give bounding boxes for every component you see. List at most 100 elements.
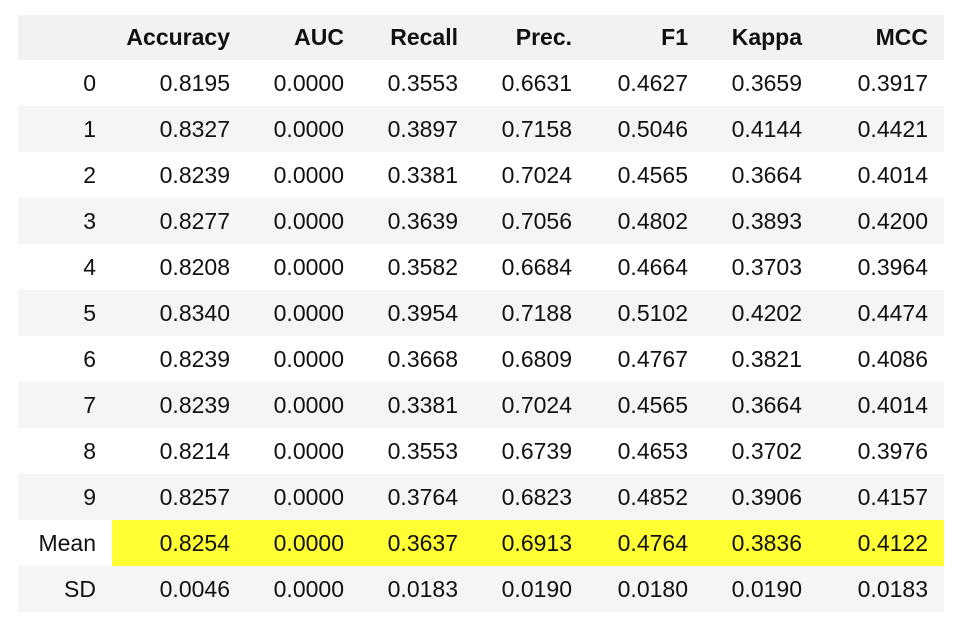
header-kappa: Kappa — [704, 15, 818, 60]
cell-recall: 0.3553 — [360, 60, 474, 106]
cell-precision: 0.7024 — [474, 382, 588, 428]
results-table-container: Accuracy AUC Recall Prec. F1 Kappa MCC 0… — [18, 15, 944, 612]
cv-results-table: Accuracy AUC Recall Prec. F1 Kappa MCC 0… — [18, 15, 944, 612]
cell-precision: 0.7056 — [474, 198, 588, 244]
cell-recall: 0.3668 — [360, 336, 474, 382]
cell-accuracy: 0.8208 — [112, 244, 246, 290]
cell-kappa: 0.3664 — [704, 382, 818, 428]
table-row: 9 0.8257 0.0000 0.3764 0.6823 0.4852 0.3906 0.4… — [18, 474, 944, 520]
table-row: 4 0.8208 0.0000 0.3582 0.6684 0.4664 0.3703 0.3… — [18, 244, 944, 290]
cell-kappa: 0.3906 — [704, 474, 818, 520]
cell-recall: 0.3764 — [360, 474, 474, 520]
row-index: 4 — [18, 244, 112, 290]
cell-f1: 0.4653 — [588, 428, 704, 474]
cell-auc: 0.0000 — [246, 382, 360, 428]
cell-recall: 0.0183 — [360, 566, 474, 612]
cell-kappa: 0.3664 — [704, 152, 818, 198]
cell-accuracy: 0.8239 — [112, 336, 246, 382]
cell-precision: 0.6913 — [474, 520, 588, 566]
cell-f1: 0.5046 — [588, 106, 704, 152]
row-index: 3 — [18, 198, 112, 244]
row-index: 5 — [18, 290, 112, 336]
cell-kappa: 0.3893 — [704, 198, 818, 244]
cell-precision: 0.6739 — [474, 428, 588, 474]
cell-mcc: 0.4122 — [818, 520, 944, 566]
cell-recall: 0.3897 — [360, 106, 474, 152]
cell-f1: 0.4565 — [588, 382, 704, 428]
cell-mcc: 0.4014 — [818, 382, 944, 428]
cell-f1: 0.4664 — [588, 244, 704, 290]
table-row: Mean 0.8254 0.0000 0.3637 0.6913 0.4764 0.3836… — [18, 520, 944, 566]
cell-recall: 0.3381 — [360, 382, 474, 428]
cell-kappa: 0.3836 — [704, 520, 818, 566]
cell-kappa: 0.4202 — [704, 290, 818, 336]
cell-accuracy: 0.8327 — [112, 106, 246, 152]
cell-precision: 0.6631 — [474, 60, 588, 106]
cell-accuracy: 0.8195 — [112, 60, 246, 106]
cell-auc: 0.0000 — [246, 106, 360, 152]
row-index: 0 — [18, 60, 112, 106]
cell-f1: 0.4565 — [588, 152, 704, 198]
cell-auc: 0.0000 — [246, 474, 360, 520]
cell-precision: 0.6684 — [474, 244, 588, 290]
cell-mcc: 0.3976 — [818, 428, 944, 474]
cell-accuracy: 0.8257 — [112, 474, 246, 520]
header-index — [18, 15, 112, 60]
table-header: Accuracy AUC Recall Prec. F1 Kappa MCC — [18, 15, 944, 60]
row-index: 2 — [18, 152, 112, 198]
header-auc: AUC — [246, 15, 360, 60]
cell-auc: 0.0000 — [246, 520, 360, 566]
table-row: 8 0.8214 0.0000 0.3553 0.6739 0.4653 0.3702 0.3… — [18, 428, 944, 474]
cell-accuracy: 0.8214 — [112, 428, 246, 474]
table-row: 5 0.8340 0.0000 0.3954 0.7188 0.5102 0.4202 0.4… — [18, 290, 944, 336]
cell-precision: 0.0190 — [474, 566, 588, 612]
cell-recall: 0.3582 — [360, 244, 474, 290]
table-row: 2 0.8239 0.0000 0.3381 0.7024 0.4565 0.3664 0.4… — [18, 152, 944, 198]
header-accuracy: Accuracy — [112, 15, 246, 60]
cell-precision: 0.7024 — [474, 152, 588, 198]
cell-kappa: 0.3703 — [704, 244, 818, 290]
table-row: 1 0.8327 0.0000 0.3897 0.7158 0.5046 0.4144 0.4… — [18, 106, 944, 152]
cell-kappa: 0.3821 — [704, 336, 818, 382]
cell-auc: 0.0000 — [246, 152, 360, 198]
cell-auc: 0.0000 — [246, 198, 360, 244]
cell-mcc: 0.4086 — [818, 336, 944, 382]
row-index: 8 — [18, 428, 112, 474]
cell-accuracy: 0.8254 — [112, 520, 246, 566]
cell-mcc: 0.0183 — [818, 566, 944, 612]
header-mcc: MCC — [818, 15, 944, 60]
cell-f1: 0.4767 — [588, 336, 704, 382]
cell-accuracy: 0.8277 — [112, 198, 246, 244]
cell-f1: 0.4802 — [588, 198, 704, 244]
row-index: Mean — [18, 520, 112, 566]
cell-accuracy: 0.0046 — [112, 566, 246, 612]
cell-mcc: 0.3964 — [818, 244, 944, 290]
cell-accuracy: 0.8239 — [112, 152, 246, 198]
row-index: SD — [18, 566, 112, 612]
cell-recall: 0.3553 — [360, 428, 474, 474]
cell-kappa: 0.3702 — [704, 428, 818, 474]
cell-precision: 0.6809 — [474, 336, 588, 382]
row-index: 7 — [18, 382, 112, 428]
cell-precision: 0.6823 — [474, 474, 588, 520]
cell-f1: 0.4764 — [588, 520, 704, 566]
table-row: 6 0.8239 0.0000 0.3668 0.6809 0.4767 0.3821 0.4… — [18, 336, 944, 382]
cell-mcc: 0.4014 — [818, 152, 944, 198]
header-recall: Recall — [360, 15, 474, 60]
cell-f1: 0.4627 — [588, 60, 704, 106]
table-row: SD 0.0046 0.0000 0.0183 0.0190 0.0180 0.0190 0.… — [18, 566, 944, 612]
cell-precision: 0.7158 — [474, 106, 588, 152]
cell-f1: 0.5102 — [588, 290, 704, 336]
cell-recall: 0.3954 — [360, 290, 474, 336]
row-index: 6 — [18, 336, 112, 382]
table-row: 0 0.8195 0.0000 0.3553 0.6631 0.4627 0.3659 0.3… — [18, 60, 944, 106]
cell-recall: 0.3381 — [360, 152, 474, 198]
cell-recall: 0.3637 — [360, 520, 474, 566]
row-index: 1 — [18, 106, 112, 152]
cell-mcc: 0.4200 — [818, 198, 944, 244]
cell-kappa: 0.4144 — [704, 106, 818, 152]
cell-mcc: 0.4421 — [818, 106, 944, 152]
table-row: 7 0.8239 0.0000 0.3381 0.7024 0.4565 0.3664 0.4… — [18, 382, 944, 428]
header-row: Accuracy AUC Recall Prec. F1 Kappa MCC — [18, 15, 944, 60]
cell-kappa: 0.0190 — [704, 566, 818, 612]
